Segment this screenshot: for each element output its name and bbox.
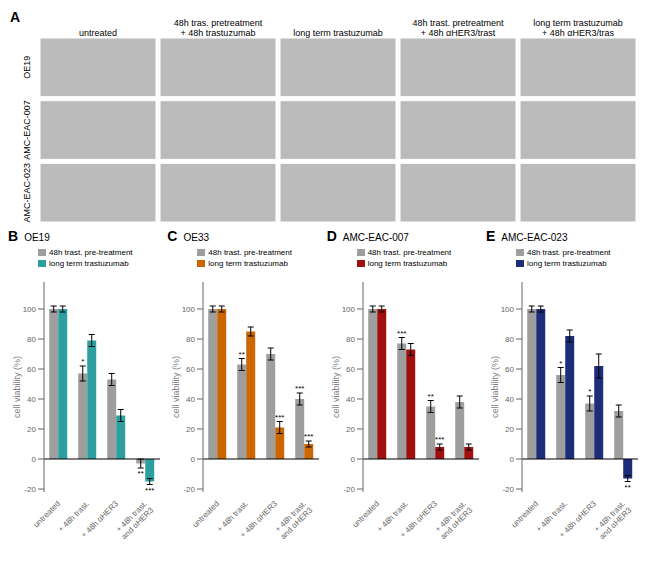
svg-text:***: *** [145,486,154,495]
svg-text:0: 0 [32,455,37,464]
svg-text:untreated: untreated [350,499,380,529]
svg-text:100: 100 [182,305,196,314]
svg-text:0: 0 [191,455,196,464]
svg-text:***: *** [304,432,313,441]
svg-text:+ 48h trast.and αHER3: + 48h trast.and αHER3 [432,499,474,541]
svg-text:40: 40 [346,395,355,404]
svg-text:***: *** [435,435,444,444]
svg-text:untreated: untreated [510,499,540,529]
svg-text:*: * [81,357,84,366]
svg-text:+ 48h trast.: + 48h trast. [534,499,569,534]
html-text:B OE19: B OE19 [8,228,50,244]
svg-text:80: 80 [27,335,36,344]
svg-text:80: 80 [346,335,355,344]
svg-text:+ 48h αHER3: + 48h αHER3 [239,499,280,540]
svg-text:60: 60 [346,365,355,374]
html-text:48h trast. pre-treatment: 48h trast. pre-treatment [208,248,292,257]
svg-text:untreated: untreated [191,499,221,529]
svg-text:-20: -20 [24,485,36,494]
svg-text:20: 20 [346,425,355,434]
svg-text:long term trastuzumab: long term trastuzumab [293,28,383,38]
html-text:long term trastuzumab: long term trastuzumab [367,259,448,268]
svg-text:20: 20 [27,425,36,434]
html-text:48h trast. pre-treatment: 48h trast. pre-treatment [367,248,452,257]
html-text:D AMC-EAC-007: D AMC-EAC-007 [326,228,409,244]
svg-text:80: 80 [186,335,195,344]
svg-text:**: ** [625,483,631,492]
svg-text:40: 40 [505,395,514,404]
html-text:E AMC-EAC-023: E AMC-EAC-023 [486,228,568,244]
svg-text:20: 20 [505,425,514,434]
svg-text:***: *** [397,329,406,338]
svg-text:60: 60 [186,365,195,374]
svg-text:+ 48h αHER3: + 48h αHER3 [79,499,120,540]
html-text:48h trast. pre-treatment: 48h trast. pre-treatment [49,248,133,257]
svg-text:**: ** [427,392,433,401]
html-text:long term trastuzumab: long term trastuzumab [49,259,129,268]
svg-text:cell viability (%): cell viability (%) [331,356,341,418]
svg-text:100: 100 [341,305,355,314]
svg-text:-20: -20 [343,485,355,494]
svg-text:**: ** [239,350,245,359]
svg-text:+ 48h αHER3: + 48h αHER3 [557,499,598,540]
svg-text:48h tras. pretreatment+ 48h tr: 48h tras. pretreatment+ 48h trastuzumab [174,18,263,38]
svg-text:+ 48h αHER3: + 48h αHER3 [398,499,439,540]
svg-text:40: 40 [27,395,36,404]
svg-text:untreated: untreated [32,499,62,529]
svg-text:+ 48h trast.: + 48h trast. [56,499,91,534]
svg-text:AMC-EAC-023: AMC-EAC-023 [22,163,32,223]
svg-text:60: 60 [505,365,514,374]
svg-text:untreated: untreated [79,28,117,38]
svg-text:*: * [559,359,562,368]
svg-text:100: 100 [501,305,515,314]
svg-text:*: * [588,387,591,396]
svg-text:+ 48h trast.and αHER3: + 48h trast.and αHER3 [273,499,315,541]
svg-text:cell viability (%): cell viability (%) [12,356,22,418]
svg-text:cell viability (%): cell viability (%) [490,356,500,418]
svg-text:0: 0 [350,455,355,464]
svg-text:0: 0 [510,455,515,464]
svg-text:**: ** [138,469,144,478]
svg-text:+ 48h trast.and αHER3: + 48h trast.and αHER3 [113,499,155,541]
svg-text:AMC-EAC-007: AMC-EAC-007 [22,100,32,160]
html-text:long term trastuzumab: long term trastuzumab [208,259,288,268]
svg-text:+ 48h trast.: + 48h trast. [215,499,251,534]
svg-text:+ 48h trast.and αHER3: + 48h trast.and αHER3 [591,499,633,541]
svg-text:80: 80 [505,335,514,344]
svg-text:OE19: OE19 [22,56,32,79]
svg-text:A: A [10,9,20,25]
svg-text:-20: -20 [502,485,514,494]
svg-text:48h trast. pretreatment+ 48h α: 48h trast. pretreatment+ 48h αHER3/trast [412,18,504,38]
svg-text:***: *** [275,413,284,422]
html-text:48h trast. pre-treatment: 48h trast. pre-treatment [527,248,611,257]
svg-text:100: 100 [23,305,37,314]
svg-text:+ 48h trast.: + 48h trast. [374,499,410,534]
svg-text:40: 40 [186,395,195,404]
html-text:C OE33: C OE33 [167,228,209,244]
svg-text:60: 60 [27,365,36,374]
svg-text:long term trastuzumab+ 48h αHE: long term trastuzumab+ 48h αHER3/tras [533,18,623,38]
svg-text:***: *** [295,384,304,393]
html-text:long term trastuzumab: long term trastuzumab [527,259,607,268]
svg-text:cell viability (%): cell viability (%) [172,356,182,418]
svg-text:-20: -20 [184,485,196,494]
svg-text:20: 20 [186,425,195,434]
